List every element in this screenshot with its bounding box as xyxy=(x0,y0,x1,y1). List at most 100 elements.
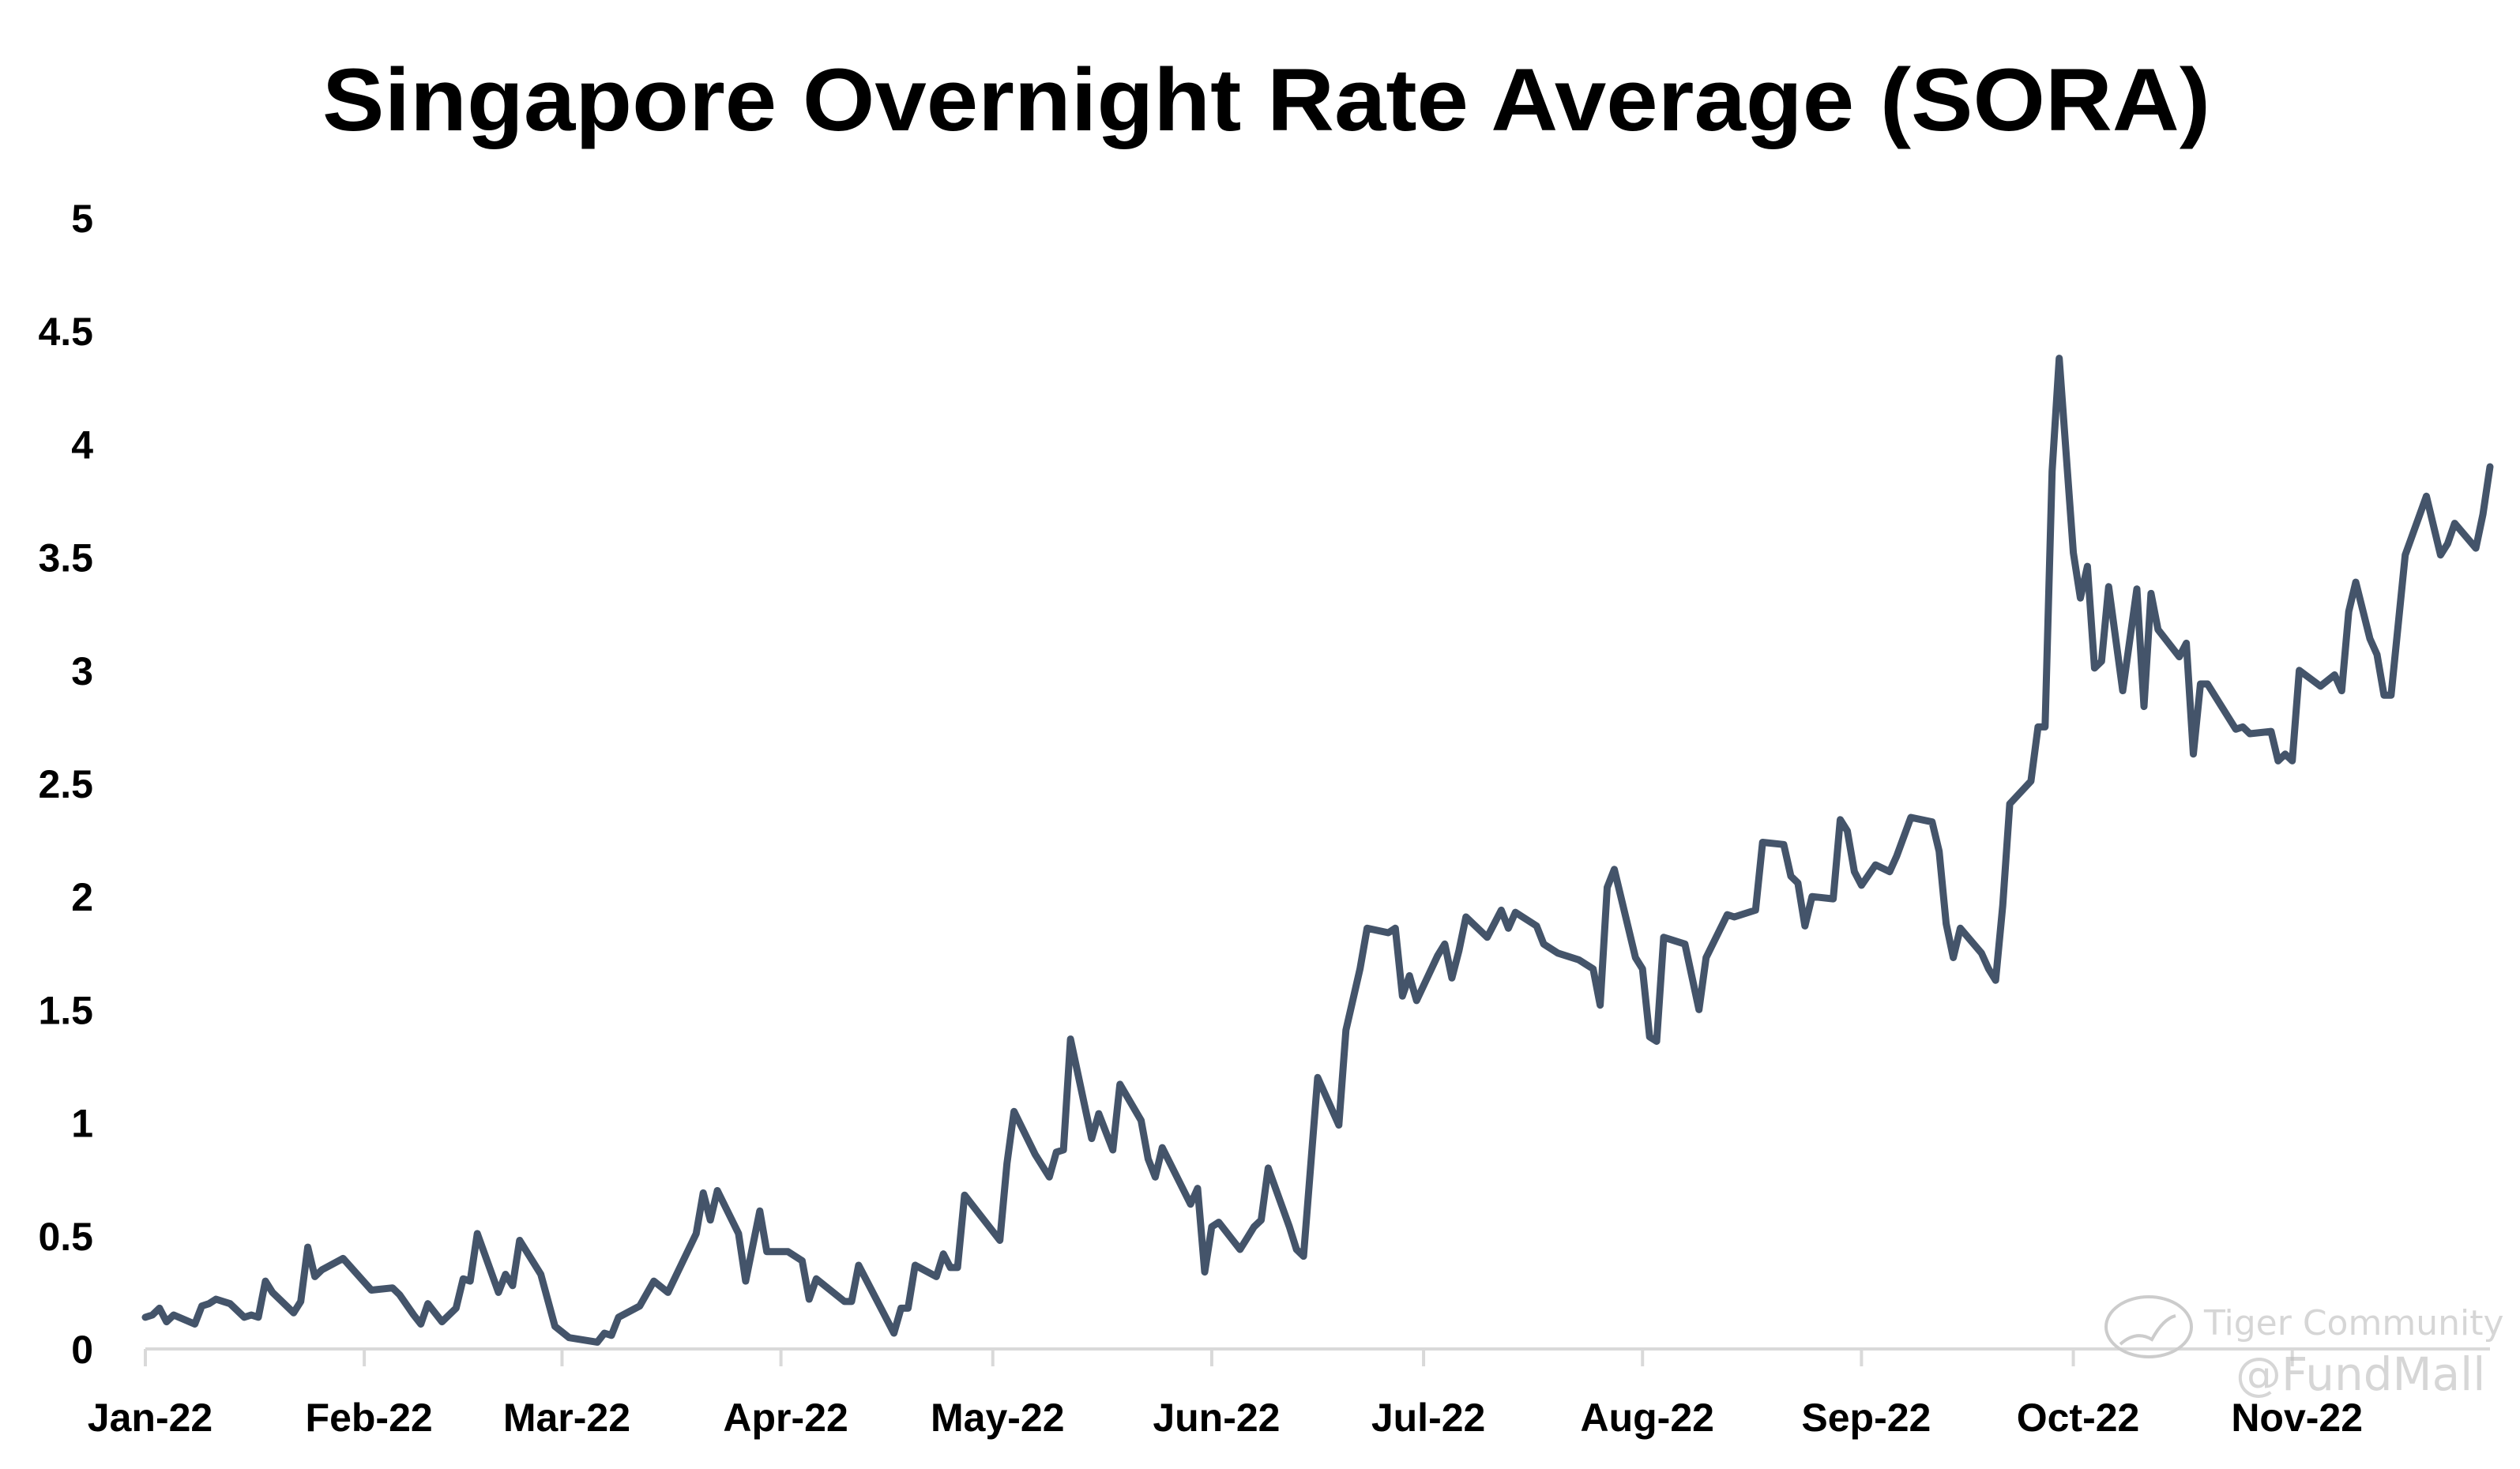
data-point xyxy=(1055,1151,1058,1153)
data-point xyxy=(2376,653,2378,656)
data-point xyxy=(1853,870,1856,873)
data-point xyxy=(957,1266,959,1268)
data-point xyxy=(604,1332,606,1334)
data-point xyxy=(1097,1113,1100,1115)
data-point xyxy=(419,1323,422,1325)
data-point xyxy=(1197,1187,1198,1189)
data-point xyxy=(292,1312,295,1314)
data-point xyxy=(815,1278,818,1280)
data-point xyxy=(1839,818,1841,821)
data-point xyxy=(391,1287,393,1289)
tiger-logo-icon xyxy=(2104,1295,2193,1358)
data-point xyxy=(1634,956,1637,959)
data-point xyxy=(1514,911,1517,914)
data-point xyxy=(1401,995,1404,997)
data-point xyxy=(765,1250,768,1253)
data-point xyxy=(2136,588,2138,590)
data-point xyxy=(1606,886,1608,889)
data-point xyxy=(1147,1158,1149,1160)
x-tick-label: Sep-22 xyxy=(1801,1396,1931,1440)
data-point xyxy=(1317,1076,1318,1079)
data-point xyxy=(201,1305,203,1307)
data-point xyxy=(737,1232,739,1234)
data-point xyxy=(709,1219,712,1221)
data-point xyxy=(2157,629,2159,631)
data-point xyxy=(342,1257,344,1260)
data-point xyxy=(462,1278,465,1280)
data-point xyxy=(2037,726,2039,728)
data-point xyxy=(618,1316,619,1318)
data-point xyxy=(1875,864,1877,866)
y-tick-label: 3.5 xyxy=(38,536,93,580)
data-point xyxy=(469,1280,472,1283)
data-point xyxy=(511,1284,513,1287)
data-point xyxy=(1387,932,1390,934)
data-point xyxy=(172,1314,175,1316)
data-point xyxy=(1889,870,1891,873)
data-point xyxy=(1557,952,1559,954)
data-point xyxy=(2101,660,2103,663)
data-point xyxy=(1253,1226,1255,1228)
data-point xyxy=(2348,611,2350,613)
data-point xyxy=(455,1307,457,1309)
data-point xyxy=(1345,1029,1347,1031)
data-point xyxy=(907,1307,909,1309)
data-point xyxy=(412,1314,415,1316)
data-point xyxy=(2206,683,2209,685)
data-point xyxy=(2108,585,2110,588)
data-point xyxy=(2334,674,2336,676)
data-point xyxy=(1811,896,1813,898)
x-tick-label: Feb-22 xyxy=(306,1396,433,1440)
data-point xyxy=(2086,565,2089,568)
data-point xyxy=(1762,841,1764,843)
x-tick-label: Apr-22 xyxy=(723,1396,848,1440)
data-point xyxy=(2270,731,2272,733)
data-point xyxy=(1995,979,1997,982)
data-point xyxy=(1500,909,1503,911)
data-point xyxy=(1698,1009,1700,1011)
data-point xyxy=(229,1302,231,1305)
data-point xyxy=(1578,959,1580,961)
data-point xyxy=(215,1298,217,1300)
data-point xyxy=(1733,916,1736,918)
data-point xyxy=(1154,1176,1157,1178)
data-point xyxy=(999,1239,1001,1242)
data-point xyxy=(1359,967,1361,970)
data-point xyxy=(942,1253,945,1255)
data-point xyxy=(1642,967,1644,970)
data-point xyxy=(2341,689,2343,692)
data-point xyxy=(2072,551,2074,554)
data-point xyxy=(476,1232,479,1234)
data-point xyxy=(2044,726,2046,728)
data-point xyxy=(914,1264,916,1266)
data-point xyxy=(1239,1249,1241,1250)
data-point xyxy=(2199,683,2202,685)
data-point xyxy=(1796,882,1799,884)
data-point xyxy=(1683,943,1686,945)
data-point xyxy=(1832,898,1834,900)
data-point xyxy=(667,1291,669,1294)
data-point xyxy=(568,1336,570,1339)
data-point xyxy=(1443,943,1446,945)
data-point xyxy=(1217,1221,1220,1223)
data-point xyxy=(2029,780,2032,783)
data-point xyxy=(1938,850,1940,852)
data-point xyxy=(2192,753,2195,755)
data-point xyxy=(2383,694,2385,697)
data-point xyxy=(2009,802,2011,805)
data-point xyxy=(1048,1176,1051,1178)
data-point xyxy=(702,1192,705,1194)
tiger-logo-swirl-icon xyxy=(2119,1314,2176,1346)
data-point xyxy=(518,1239,521,1242)
data-point xyxy=(1755,909,1757,911)
data-point xyxy=(801,1260,803,1262)
data-point xyxy=(1860,884,1863,886)
data-point xyxy=(554,1325,556,1328)
data-point xyxy=(695,1232,698,1234)
data-point xyxy=(2178,656,2180,658)
data-point xyxy=(2369,637,2371,640)
data-point xyxy=(299,1300,302,1302)
data-point xyxy=(271,1291,273,1294)
data-point xyxy=(427,1302,429,1305)
